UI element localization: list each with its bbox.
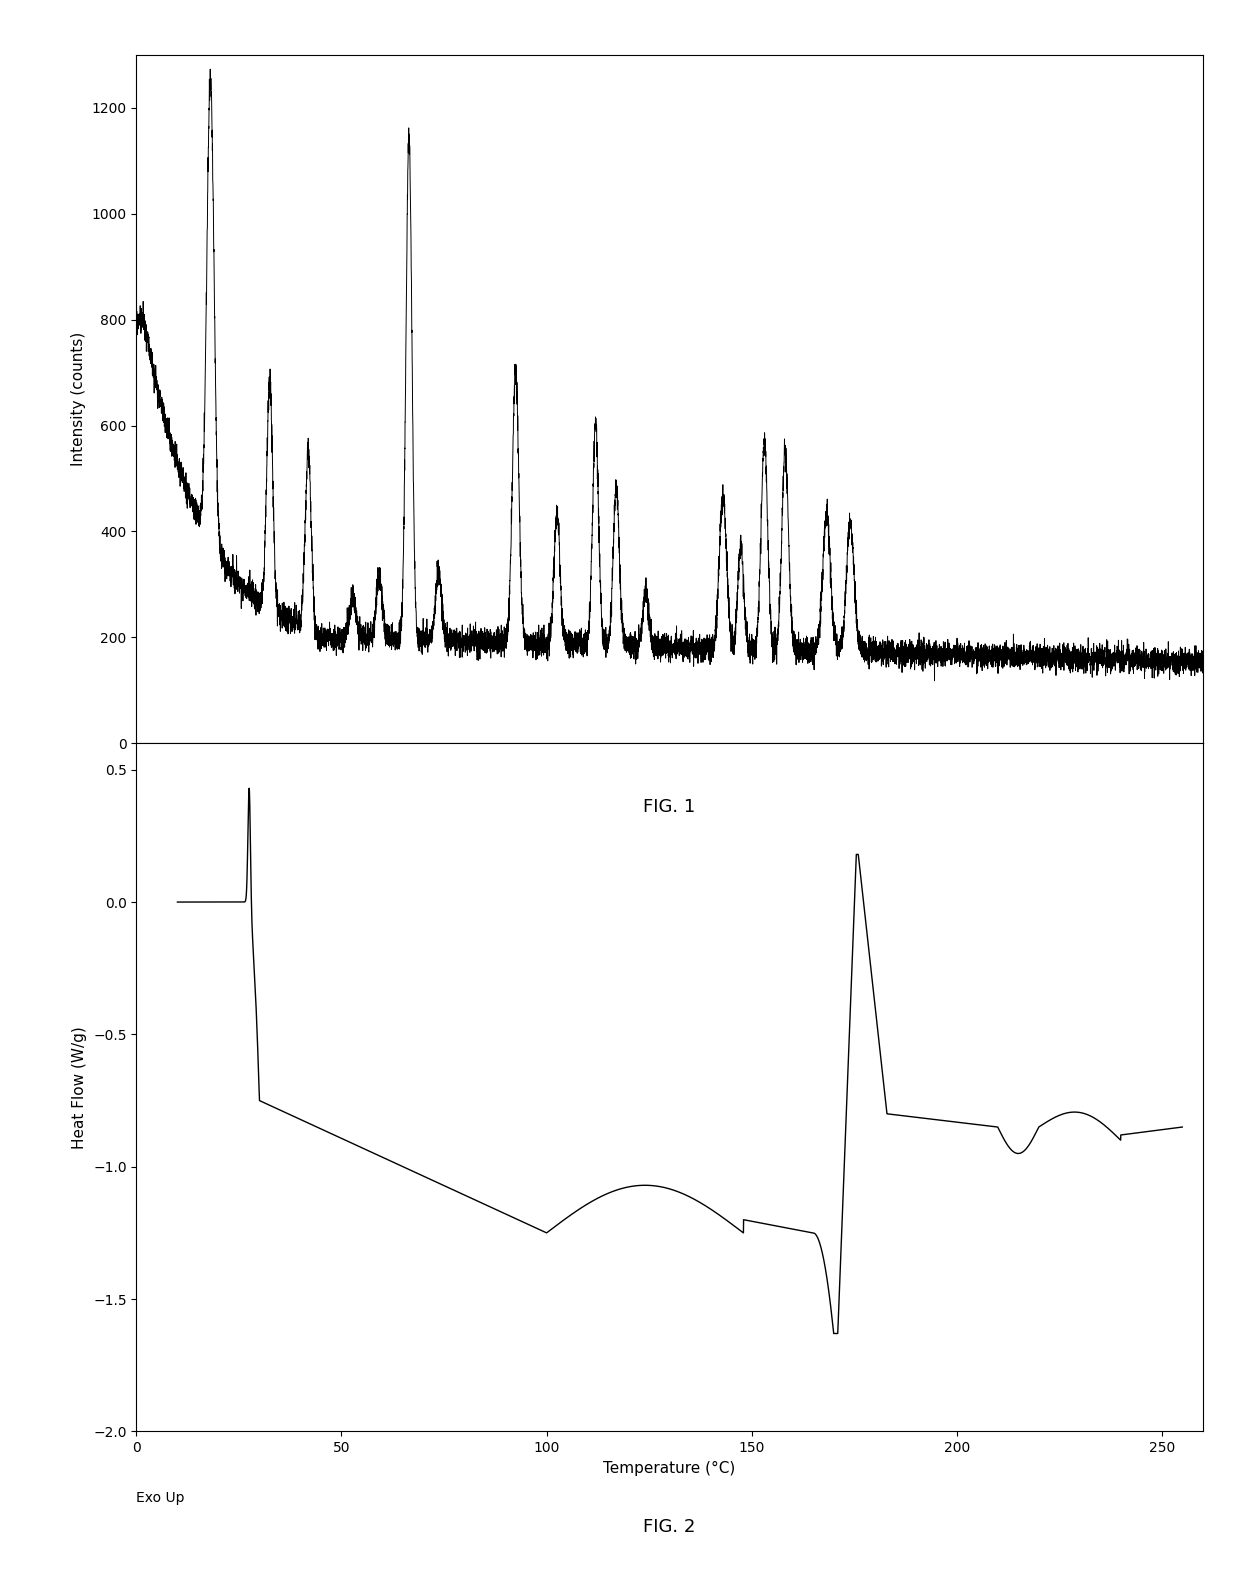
Text: FIG. 2: FIG. 2 (644, 1518, 696, 1535)
X-axis label: 2Theta (deg): 2Theta (deg) (620, 772, 719, 788)
Y-axis label: Heat Flow (W/g): Heat Flow (W/g) (72, 1026, 88, 1148)
Y-axis label: Intensity (counts): Intensity (counts) (71, 332, 86, 466)
Text: FIG. 1: FIG. 1 (644, 799, 696, 816)
X-axis label: Temperature (°C): Temperature (°C) (604, 1461, 735, 1475)
Text: Exo Up: Exo Up (136, 1491, 185, 1505)
